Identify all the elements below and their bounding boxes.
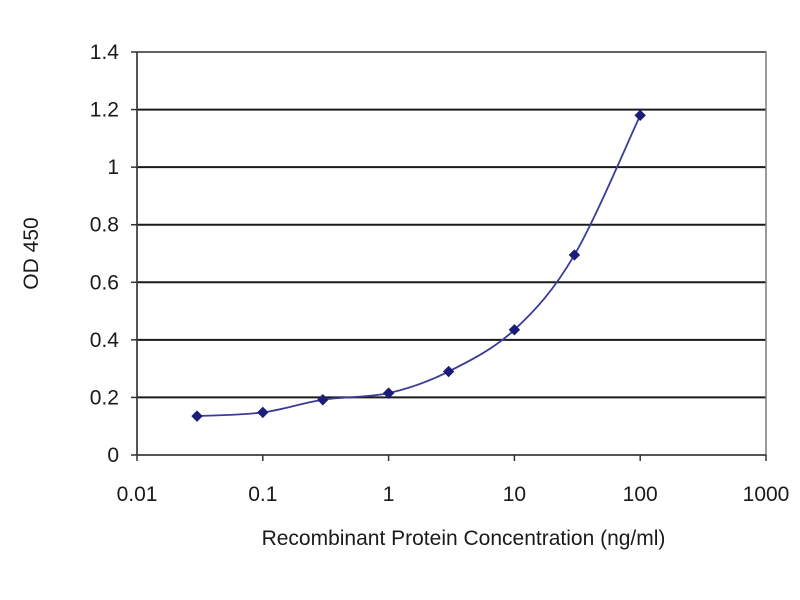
data-markers bbox=[191, 109, 646, 422]
y-tick-label: 1.4 bbox=[90, 41, 120, 64]
x-tick-label: 0.1 bbox=[248, 483, 277, 506]
data-point-marker bbox=[191, 410, 203, 422]
gridlines bbox=[137, 51, 766, 399]
y-tick-label: 1.2 bbox=[90, 99, 119, 122]
x-tick-label: 0.01 bbox=[117, 483, 158, 506]
x-tick-label: 1 bbox=[383, 483, 395, 506]
y-tick-label: 0 bbox=[107, 444, 119, 467]
y-axis-title: OD 450 bbox=[20, 217, 43, 289]
data-point-marker bbox=[317, 394, 329, 406]
data-point-marker bbox=[257, 406, 269, 419]
data-point-marker bbox=[508, 324, 521, 336]
y-tick-label: 0.8 bbox=[90, 214, 119, 237]
data-point-marker bbox=[382, 387, 395, 399]
x-tick-label: 1000 bbox=[743, 483, 790, 506]
x-tick-label: 10 bbox=[503, 483, 526, 506]
plot-area-border bbox=[136, 51, 767, 456]
y-tick-label: 0.2 bbox=[90, 386, 119, 409]
x-axis-title: Recombinant Protein Concentration (ng/ml… bbox=[262, 527, 666, 550]
y-tick-label: 1 bbox=[107, 156, 119, 179]
series-curve bbox=[196, 114, 642, 418]
x-axis-ticks: 0.01 0.1 1 10 100 1000 bbox=[117, 455, 790, 506]
data-point-marker bbox=[568, 249, 581, 261]
y-tick-label: 0.4 bbox=[90, 329, 120, 352]
data-point-marker bbox=[442, 365, 455, 378]
x-tick-label: 100 bbox=[623, 483, 658, 506]
y-axis-ticks: 0 0.2 0.4 0.6 0.8 1 1.2 1.4 bbox=[90, 41, 137, 467]
data-point-marker bbox=[634, 109, 646, 122]
y-tick-label: 0.6 bbox=[90, 271, 119, 294]
